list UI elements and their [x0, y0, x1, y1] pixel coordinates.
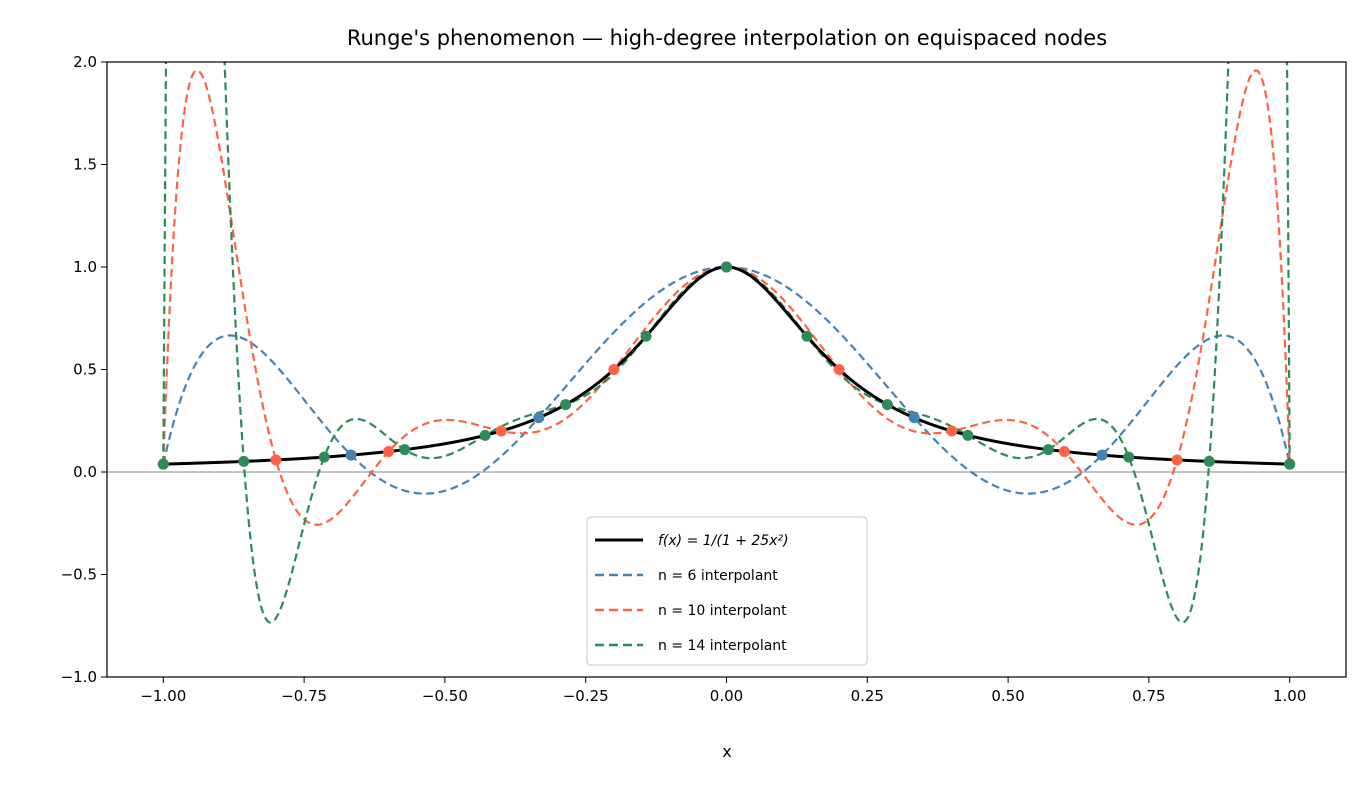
node-point-n10 [1171, 454, 1183, 466]
x-tick-label: −1.00 [140, 687, 186, 705]
node-point-n10 [946, 425, 958, 437]
node-point-n14 [157, 458, 169, 470]
x-tick-label: 0.25 [851, 687, 884, 705]
legend-label-n14: n = 14 interpolant [658, 638, 787, 654]
node-point-n14 [881, 399, 893, 411]
node-point-n14 [962, 429, 974, 441]
node-point-n14 [1042, 444, 1054, 456]
node-point-n14 [479, 429, 491, 441]
node-point-n14 [560, 399, 572, 411]
x-axis-label: x [722, 742, 731, 761]
series-line-n6 [162, 265, 1291, 495]
node-point-n14 [1203, 455, 1215, 467]
series-line-n14 [162, 62, 1291, 624]
y-tick-label: −1.0 [61, 668, 97, 686]
y-tick-label: 2.0 [73, 53, 97, 71]
y-tick-label: −0.5 [61, 566, 97, 584]
y-tick-label: 0.5 [73, 361, 97, 379]
legend-label-n10: n = 10 interpolant [658, 603, 787, 619]
y-tick-label: 1.0 [73, 258, 97, 276]
node-point-n14 [640, 330, 652, 342]
y-tick-label: 0.0 [73, 463, 97, 481]
node-point-n6 [533, 412, 545, 424]
node-point-n10 [608, 364, 620, 375]
node-point-n14 [238, 455, 250, 467]
legend-label-n6: n = 6 interpolant [658, 568, 778, 584]
y-tick-label: 1.5 [73, 156, 97, 174]
node-point-n10 [1058, 446, 1070, 457]
legend-label-function: f(x) = 1/(1 + 25x²) [658, 533, 789, 549]
x-tick-label: 0.75 [1132, 687, 1165, 705]
chart-title: Runge's phenomenon — high-degree interpo… [347, 26, 1107, 50]
node-point-n6 [1096, 449, 1108, 461]
node-point-n14 [1284, 458, 1296, 470]
x-tick-label: −0.25 [563, 687, 609, 705]
node-point-n10 [833, 364, 845, 375]
x-tick-label: 1.00 [1273, 687, 1306, 705]
x-tick-label: −0.50 [422, 687, 468, 705]
node-point-n14 [721, 261, 732, 273]
node-point-n6 [908, 412, 920, 424]
node-point-n10 [495, 425, 507, 437]
node-point-n14 [801, 330, 813, 342]
node-point-n14 [318, 451, 330, 463]
node-point-n10 [383, 446, 395, 457]
node-point-n14 [399, 444, 411, 456]
node-point-n10 [270, 454, 282, 466]
legend-frame [586, 516, 868, 666]
node-point-n6 [345, 449, 357, 461]
x-tick-label: −0.75 [281, 687, 327, 705]
x-tick-label: 0.00 [710, 687, 743, 705]
legend: f(x) = 1/(1 + 25x²) n = 6 interpolant n … [586, 516, 868, 666]
node-point-n14 [1123, 451, 1135, 463]
plot-frame [106, 61, 1347, 678]
series-line-n10 [162, 69, 1291, 526]
x-tick-label: 0.50 [991, 687, 1024, 705]
